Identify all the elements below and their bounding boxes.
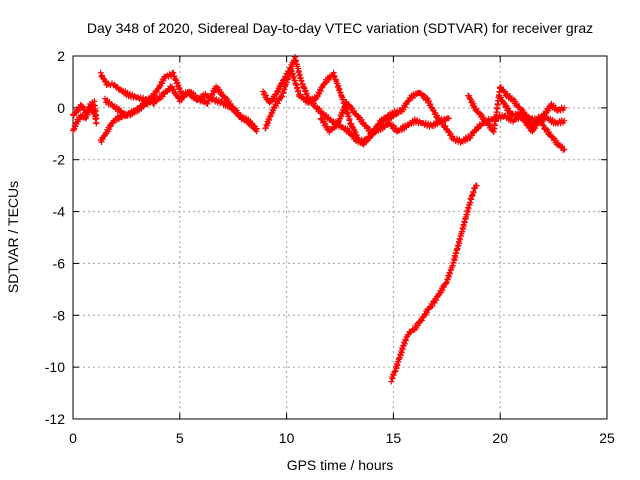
data-point: [473, 182, 480, 189]
data-point: [391, 369, 398, 376]
data-point: [552, 104, 559, 111]
data-point: [99, 136, 106, 143]
data-point: [84, 107, 91, 114]
data-point: [97, 69, 104, 76]
y-tick-label: -4: [53, 204, 66, 220]
data-point: [427, 101, 434, 108]
data-point: [274, 89, 281, 96]
data-point: [210, 89, 217, 96]
data-point: [559, 143, 566, 150]
data-point: [561, 117, 568, 124]
x-axis-tick-labels: 0 5 10 15 20 25: [69, 430, 615, 446]
data-point: [390, 372, 397, 379]
data-point: [429, 302, 436, 309]
data-point: [418, 317, 425, 324]
y-tick-label: -2: [53, 152, 66, 168]
data-point: [253, 128, 260, 135]
data-point: [561, 104, 568, 111]
series-arc-5: [102, 94, 160, 119]
series-arc-8: [317, 98, 452, 138]
y-tick-label: -12: [45, 411, 65, 427]
data-point: [323, 123, 330, 130]
data-point: [317, 88, 324, 95]
y-tick-label: -6: [53, 255, 66, 271]
data-point: [352, 129, 359, 136]
data-point: [276, 86, 283, 93]
x-tick-label: 15: [386, 430, 402, 446]
x-tick-label: 0: [69, 430, 77, 446]
data-point: [154, 89, 161, 96]
data-point: [152, 95, 159, 102]
data-point: [560, 147, 567, 154]
y-axis-tick-labels: -12 -10 -8 -6 -4 -2 0 2: [45, 48, 65, 427]
data-point: [497, 94, 504, 101]
data-point: [70, 126, 77, 133]
series-arc-2: [70, 98, 100, 122]
plot-frame: [72, 55, 608, 420]
data-point: [423, 309, 430, 316]
data-point: [102, 78, 109, 85]
series-arc-12: [388, 182, 480, 385]
data-point: [443, 280, 450, 287]
data-point: [442, 122, 449, 129]
data-point: [423, 94, 430, 101]
series-arc-4: [97, 69, 260, 145]
data-point: [204, 100, 211, 107]
data-point: [402, 337, 409, 344]
x-tick-label: 20: [492, 430, 508, 446]
data-point: [93, 120, 100, 127]
data-point: [99, 72, 106, 79]
y-tick-label: 0: [57, 100, 65, 116]
data-point: [440, 284, 447, 291]
data-point: [433, 297, 440, 304]
data-point: [153, 94, 160, 101]
data-point: [271, 95, 278, 102]
axis-ticks: [72, 55, 608, 420]
data-point: [546, 105, 553, 112]
x-tick-label: 10: [279, 430, 295, 446]
data-point: [160, 77, 167, 84]
data-point: [388, 378, 395, 385]
data-point: [83, 110, 90, 117]
data-series: [70, 54, 568, 385]
data-point: [474, 125, 481, 132]
data-point: [332, 123, 339, 130]
y-axis-label: SDTVAR / TECUs: [5, 181, 21, 293]
data-point: [172, 88, 179, 95]
data-point: [445, 115, 452, 122]
y-tick-label: -10: [45, 359, 65, 375]
data-point: [389, 375, 396, 382]
data-point: [93, 115, 100, 122]
series-arc-3: [97, 69, 260, 132]
series-arc-11: [484, 111, 568, 127]
data-point: [380, 118, 387, 125]
data-point: [401, 340, 408, 347]
data-point: [553, 137, 560, 144]
x-axis-label: GPS time / hours: [287, 457, 394, 473]
chart-title: Day 348 of 2020, Sidereal Day-to-day VTE…: [87, 20, 593, 36]
grid-lines: [73, 56, 607, 419]
x-tick-label: 25: [599, 430, 615, 446]
data-point: [561, 146, 568, 153]
data-point: [353, 132, 360, 139]
y-tick-label: -8: [53, 307, 66, 323]
y-tick-label: 2: [57, 48, 65, 64]
data-point: [502, 102, 509, 109]
x-tick-label: 5: [176, 430, 184, 446]
